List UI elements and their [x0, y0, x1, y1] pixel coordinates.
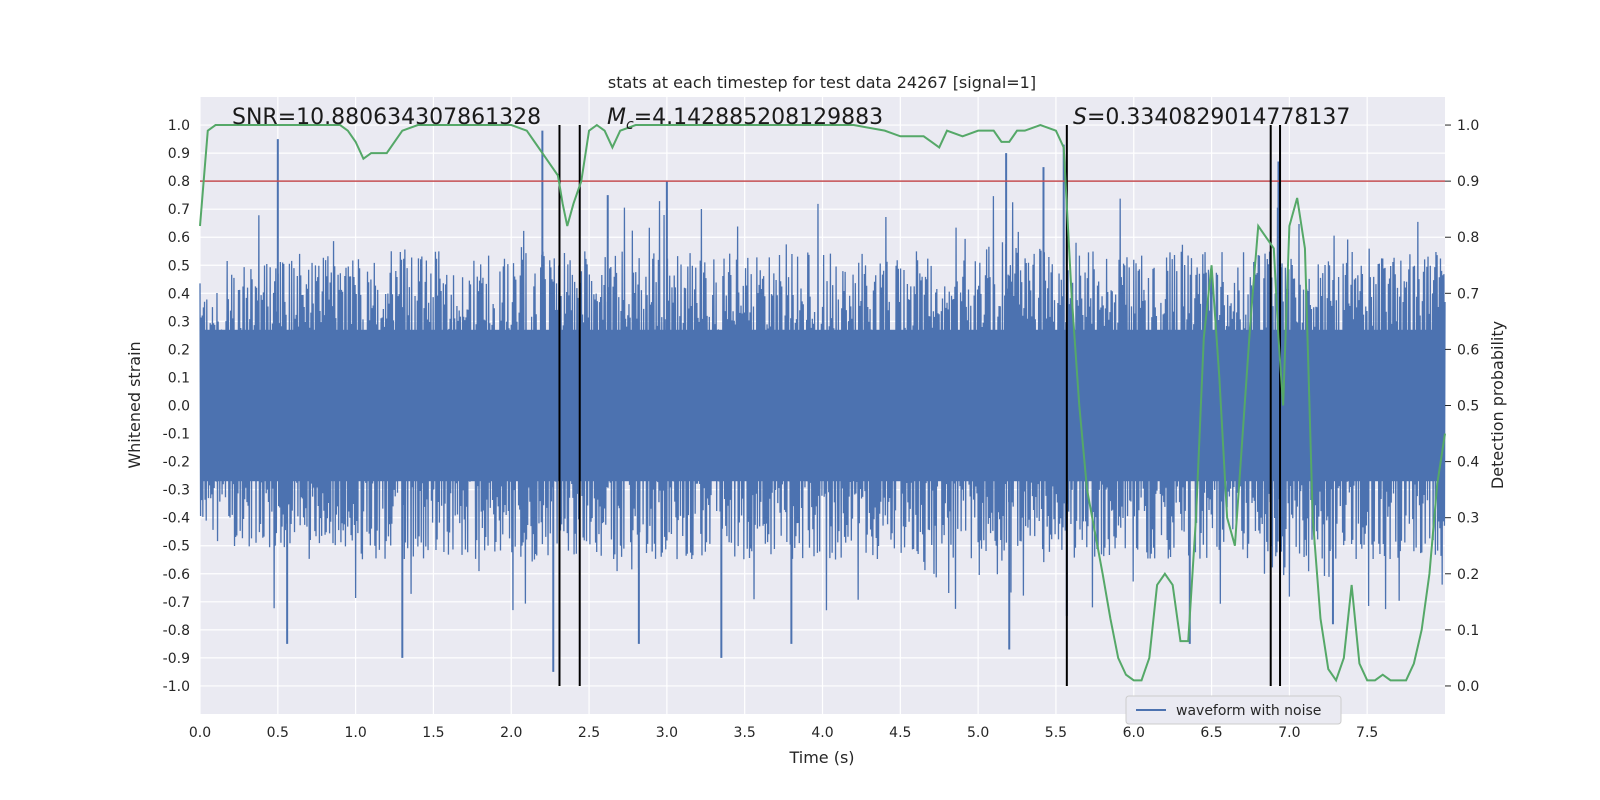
y-tick-label: 0.5 [168, 258, 190, 274]
waveform-series [199, 130, 1446, 672]
x-tick-label: 2.0 [500, 725, 522, 741]
y2-tick-label: 1.0 [1457, 118, 1479, 134]
y-tick-label: -0.8 [163, 623, 190, 639]
y-tick-label: -0.1 [163, 427, 190, 443]
probability-series [199, 123, 1446, 683]
y2-tick-label: 0.7 [1457, 286, 1479, 302]
x-tick-label: 0.5 [267, 725, 289, 741]
chirp-mass-value: =4.142885208129883 [634, 105, 883, 130]
y2-tick-label: 0.8 [1457, 230, 1479, 246]
y-tick-label: 0.7 [168, 202, 190, 218]
x-tick-label: 1.5 [422, 725, 444, 741]
x-tick-label: 6.0 [1123, 725, 1145, 741]
y2-tick-label: 0.0 [1457, 679, 1479, 695]
y2-tick-label: 0.1 [1457, 623, 1479, 639]
x-tick-label: 5.0 [967, 725, 989, 741]
y2-tick-label: 0.2 [1457, 567, 1479, 583]
y-tick-label: -0.7 [163, 595, 190, 611]
x-tick-label: 3.0 [656, 725, 678, 741]
y2-tick-label: 0.9 [1457, 174, 1479, 190]
x-tick-label: 3.5 [734, 725, 756, 741]
y-tick-label: -0.6 [163, 567, 190, 583]
waveform-core [200, 329, 1445, 482]
y-tick-label: 0.9 [168, 146, 190, 162]
x-tick-label: 6.5 [1200, 725, 1222, 741]
x-tick-label: 5.5 [1045, 725, 1067, 741]
s-value: =0.3340829014778137 [1087, 105, 1350, 130]
x-tick-label: 4.0 [811, 725, 833, 741]
x-axis-label: Time (s) [788, 748, 854, 767]
s-symbol: S [1073, 105, 1087, 130]
x-tick-label: 1.0 [344, 725, 366, 741]
y-tick-label: -0.3 [163, 483, 190, 499]
y-tick-label: 0.8 [168, 174, 190, 190]
legend: waveform with noise [1125, 695, 1342, 725]
chirp-mass-subscript: c [626, 117, 634, 133]
y2-tick-label: 0.5 [1457, 399, 1479, 415]
y-tick-label: -0.4 [163, 511, 190, 527]
axis-ticks: 0.0 0.5 1.0 1.5 2.0 2.5 3.0 3.5 4.0 4.5 5.0 5.5 6.0 6… [163, 118, 1480, 741]
s-annotation: S=0.3340829014778137 [1073, 105, 1350, 130]
snr-annotation: SNR=10.880634307861328 [232, 105, 541, 130]
legend-box [1125, 695, 1342, 725]
y-tick-label: 0.4 [168, 286, 190, 302]
chirp-mass-symbol: M [607, 105, 626, 130]
y-tick-label: 0.2 [168, 342, 190, 358]
x-tick-label: 7.0 [1278, 725, 1300, 741]
y-axis-label: Whitened strain [125, 341, 144, 468]
y-tick-label: 1.0 [168, 118, 190, 134]
x-tick-label: 7.5 [1356, 725, 1378, 741]
y-tick-label: 0.3 [168, 314, 190, 330]
y2-tick-label: 0.4 [1457, 455, 1479, 471]
y-tick-label: 0.0 [168, 399, 190, 415]
y2-tick-label: 0.6 [1457, 342, 1479, 358]
x-tick-label: 0.0 [189, 725, 211, 741]
y-tick-label: -0.9 [163, 651, 190, 667]
y-tick-label: 0.6 [168, 230, 190, 246]
chart-title: stats at each timestep for test data 242… [608, 73, 1036, 92]
legend-label: waveform with noise [1176, 703, 1321, 719]
x-tick-label: 2.5 [578, 725, 600, 741]
y2-axis-label: Detection probability [1488, 321, 1507, 489]
chirp-mass-annotation: Mc=4.142885208129883 [607, 105, 883, 133]
y-tick-label: -1.0 [163, 679, 190, 695]
y-tick-label: -0.2 [163, 455, 190, 471]
y-tick-label: 0.1 [168, 370, 190, 386]
y2-tick-label: 0.3 [1457, 511, 1479, 527]
x-tick-label: 4.5 [889, 725, 911, 741]
y-tick-label: -0.5 [163, 539, 190, 555]
probability-line [199, 123, 1446, 683]
